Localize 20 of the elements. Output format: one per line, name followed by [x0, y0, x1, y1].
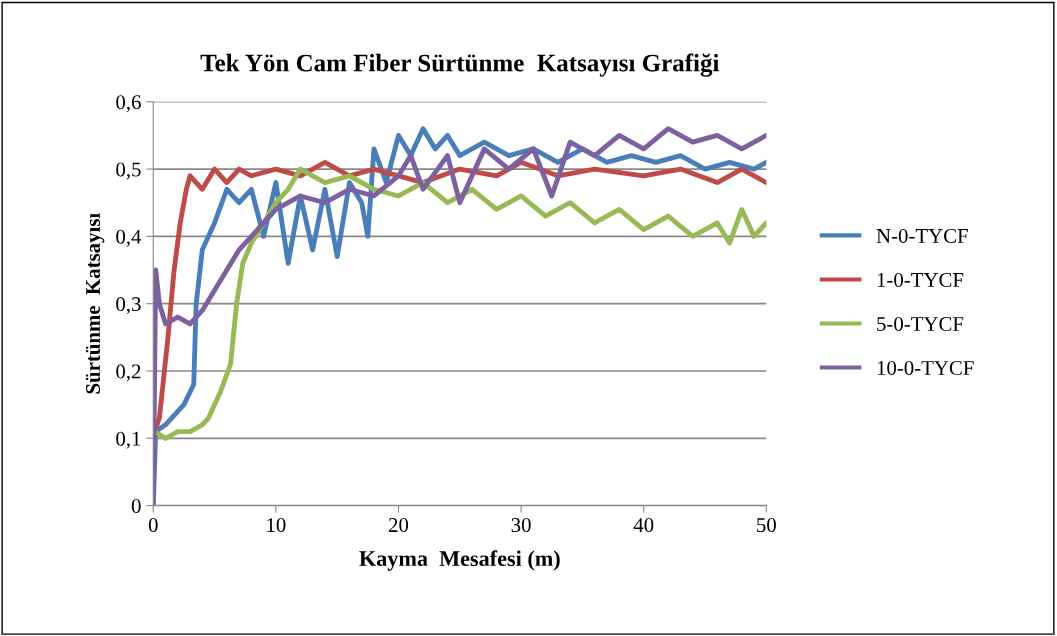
y-tick-label: 0,6 — [116, 95, 141, 113]
x-tick-label: 20 — [388, 518, 409, 533]
x-tick-label: 30 — [511, 518, 531, 533]
x-tick-label: 50 — [757, 518, 776, 533]
x-axis-title: Kayma Mesafesi (m) — [359, 550, 560, 571]
x-tick-label: 10 — [267, 518, 286, 533]
chart-title: Tek Yön Cam Fiber Sürtünme Katsayısı Grafiği — [200, 53, 720, 77]
x-tick-label: 40 — [633, 518, 654, 533]
y-tick-label: 0,1 — [116, 431, 141, 449]
x-tick-label: 0 — [148, 518, 158, 533]
y-tick-label: 0,5 — [116, 162, 141, 180]
legend-label: 10-0-TYCF — [877, 360, 974, 375]
y-tick-label: 0,3 — [116, 297, 141, 315]
y-tick-label: 0 — [131, 498, 141, 514]
legend-label: 1-0-TYCF — [877, 272, 964, 287]
y-tick-label: 0,4 — [116, 229, 142, 247]
y-tick-label: 0,2 — [116, 364, 141, 382]
y-axis-title: Sürtünme Katsayısı — [85, 213, 105, 394]
legend-label: 5-0-TYCF — [877, 316, 964, 331]
legend-label: N-0-TYCF — [876, 228, 968, 243]
